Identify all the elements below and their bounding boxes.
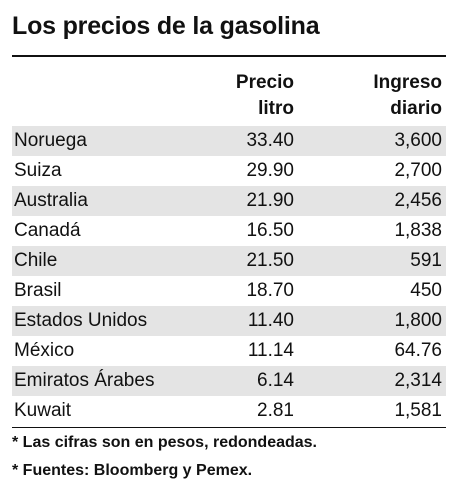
rule bbox=[12, 55, 446, 57]
cell: 18.70 bbox=[246, 280, 294, 301]
column-header: Ingreso diario bbox=[373, 70, 442, 122]
cell: 1,581 bbox=[394, 400, 442, 421]
table-row: Brasil 18.70 450 bbox=[12, 276, 446, 306]
table-row: Emiratos Árabes 6.14 2,314 bbox=[12, 366, 446, 396]
cell: 1,800 bbox=[394, 310, 442, 331]
cell: 1,838 bbox=[394, 220, 442, 241]
country: Estados Unidos bbox=[14, 310, 148, 331]
header-line: Ingreso bbox=[373, 72, 442, 93]
column-header: Precio litro bbox=[236, 70, 294, 122]
country: Kuwait bbox=[14, 400, 72, 421]
cell: 2,456 bbox=[394, 190, 442, 211]
table-body: Noruega 33.40 3,600 Suiza 29.90 2,700 Australi… bbox=[12, 126, 446, 426]
country: Australia bbox=[14, 190, 88, 211]
cell: 2,700 bbox=[394, 160, 442, 181]
cell: 64.76 bbox=[394, 340, 442, 361]
table-row: Chile 21.50 591 bbox=[12, 246, 446, 276]
cell: 11.40 bbox=[247, 310, 294, 331]
cell: 6.14 bbox=[257, 370, 294, 391]
cell: 33.40 bbox=[246, 130, 294, 151]
cell: 21.90 bbox=[246, 190, 294, 211]
cell: 450 bbox=[410, 280, 442, 301]
header-line: diario bbox=[390, 98, 442, 119]
table-row: Estados Unidos 11.40 1,800 bbox=[12, 306, 446, 336]
country: Emiratos Árabes bbox=[14, 370, 155, 391]
country: Chile bbox=[14, 250, 58, 271]
note: * Fuentes: Bloomberg y Pemex. bbox=[12, 462, 253, 479]
country: Canadá bbox=[14, 220, 81, 241]
table-row: Canadá 16.50 1,838 bbox=[12, 216, 446, 246]
cell: 3,600 bbox=[394, 130, 442, 151]
country: Suiza bbox=[14, 160, 62, 181]
country: Brasil bbox=[14, 280, 62, 301]
rule bbox=[12, 427, 446, 428]
note: * Las cifras son en pesos, redondeadas. bbox=[12, 434, 317, 451]
country: México bbox=[14, 340, 75, 361]
cell: 16.50 bbox=[246, 220, 294, 241]
header-line: Precio bbox=[235, 72, 294, 93]
cell: 11.14 bbox=[247, 340, 294, 361]
table-row: México 11.14 64.76 bbox=[12, 336, 446, 366]
cell: 29.90 bbox=[246, 160, 294, 181]
cell: 591 bbox=[410, 250, 442, 271]
country: Noruega bbox=[14, 130, 87, 151]
cell: 2,314 bbox=[394, 370, 442, 391]
table-row: Noruega 33.40 3,600 bbox=[12, 126, 446, 156]
header-line: litro bbox=[258, 98, 294, 119]
table-row: Australia 21.90 2,456 bbox=[12, 186, 446, 216]
table-row: Kuwait 2.81 1,581 bbox=[12, 396, 446, 426]
table-header: Precio litro Ingreso diario bbox=[12, 70, 446, 126]
cell: 2.81 bbox=[257, 400, 294, 421]
cell: 21.50 bbox=[246, 250, 294, 271]
table-row: Suiza 29.90 2,700 bbox=[12, 156, 446, 186]
title: Los precios de la gasolina bbox=[12, 12, 320, 40]
